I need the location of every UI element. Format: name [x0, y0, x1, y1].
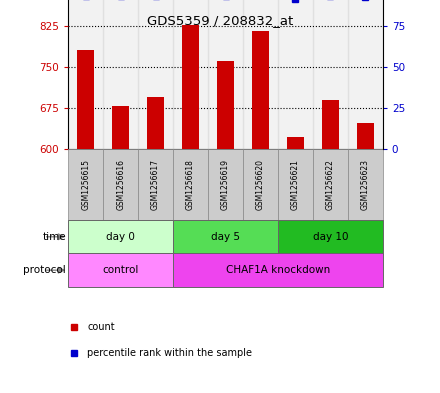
Text: day 5: day 5: [211, 232, 240, 242]
Text: GSM1256615: GSM1256615: [81, 159, 90, 210]
Text: GSM1256618: GSM1256618: [186, 159, 195, 210]
Bar: [68, 149, 103, 220]
Text: GSM1256617: GSM1256617: [151, 159, 160, 210]
Bar: [138, 0, 173, 149]
Text: percentile rank within the sample: percentile rank within the sample: [87, 348, 252, 358]
Bar: [217, 61, 234, 393]
Text: CHAF1A knockdown: CHAF1A knockdown: [226, 265, 330, 275]
Bar: [313, 149, 348, 220]
Bar: [173, 0, 208, 149]
Bar: [173, 220, 278, 253]
Bar: [182, 25, 199, 393]
Bar: [68, 0, 103, 149]
Bar: [252, 31, 269, 393]
Text: GSM1256620: GSM1256620: [256, 159, 265, 210]
Text: count: count: [87, 322, 115, 332]
Bar: [278, 149, 313, 220]
Bar: [243, 149, 278, 220]
Bar: [278, 0, 313, 149]
Text: GSM1256616: GSM1256616: [116, 159, 125, 210]
Text: protocol: protocol: [23, 265, 66, 275]
Bar: [77, 50, 95, 393]
Text: day 10: day 10: [312, 232, 348, 242]
Bar: [112, 107, 129, 393]
Bar: [68, 253, 173, 287]
Bar: [356, 123, 374, 393]
Text: GSM1256619: GSM1256619: [221, 159, 230, 210]
Bar: [208, 149, 243, 220]
Bar: [243, 0, 278, 149]
Text: GSM1256623: GSM1256623: [361, 159, 370, 210]
Text: GSM1256621: GSM1256621: [291, 159, 300, 210]
Bar: [103, 149, 138, 220]
Bar: [322, 100, 339, 393]
Text: GSM1256622: GSM1256622: [326, 159, 335, 210]
Text: control: control: [103, 265, 139, 275]
Bar: [147, 97, 164, 393]
Bar: [348, 0, 383, 149]
Text: time: time: [42, 232, 66, 242]
Bar: [208, 0, 243, 149]
Text: day 0: day 0: [106, 232, 135, 242]
Bar: [173, 149, 208, 220]
Bar: [68, 220, 173, 253]
Bar: [287, 137, 304, 393]
Bar: [103, 0, 138, 149]
Text: GDS5359 / 208832_at: GDS5359 / 208832_at: [147, 14, 293, 27]
Bar: [348, 149, 383, 220]
Bar: [278, 220, 383, 253]
Bar: [313, 0, 348, 149]
Bar: [173, 253, 383, 287]
Bar: [138, 149, 173, 220]
